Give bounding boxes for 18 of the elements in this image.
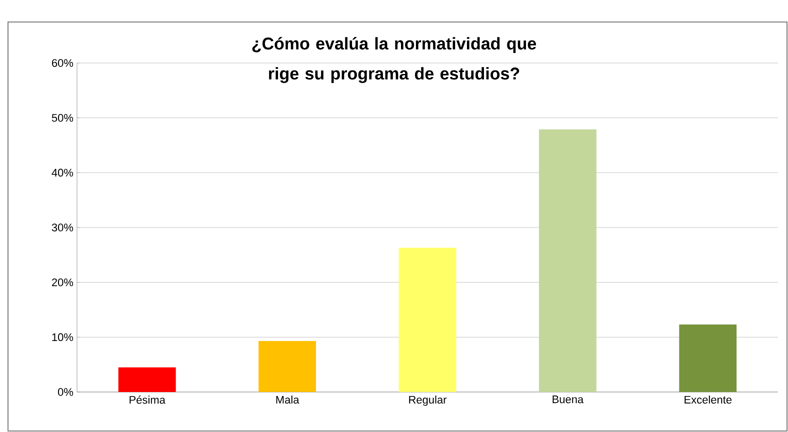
bar [679, 324, 737, 392]
bar [258, 341, 316, 392]
y-tick-label: 10% [52, 333, 74, 342]
y-tick-label: 30% [52, 224, 74, 232]
chart-title: ¿Cómo evalúa la normatividad que rige su programa de estudios? [252, 36, 536, 84]
x-tick-label: Buena [552, 396, 584, 404]
x-tick-label: Excelente [684, 396, 732, 404]
y-tick-label: 50% [52, 114, 74, 122]
y-tick-label: 40% [52, 168, 74, 177]
bar [538, 129, 596, 392]
y-tick-label: 0% [58, 388, 74, 396]
bar [118, 367, 176, 392]
x-tick-label: Regular [409, 396, 447, 406]
bar [398, 248, 456, 392]
x-tick-label: Pésima [130, 396, 166, 404]
x-tick-label: Mala [276, 396, 300, 404]
y-tick-label: 20% [52, 278, 74, 286]
y-tick-label: 60% [52, 59, 74, 67]
